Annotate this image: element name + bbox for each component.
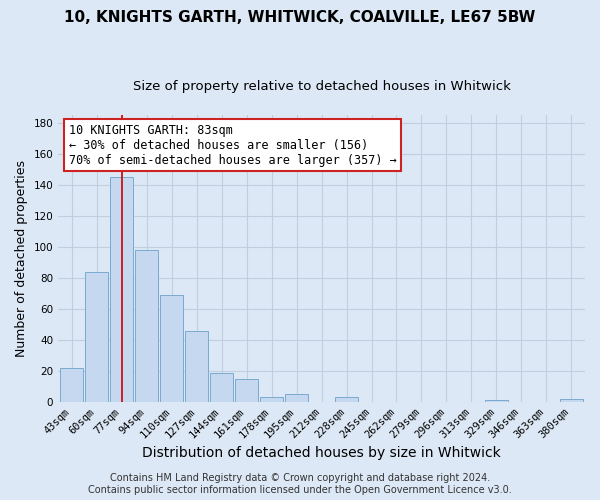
Bar <box>235 378 258 402</box>
Title: Size of property relative to detached houses in Whitwick: Size of property relative to detached ho… <box>133 80 511 93</box>
Bar <box>260 398 283 402</box>
Bar <box>61 368 83 402</box>
Bar <box>160 295 183 402</box>
Bar <box>560 399 583 402</box>
Bar <box>85 272 109 402</box>
Bar <box>136 250 158 402</box>
Y-axis label: Number of detached properties: Number of detached properties <box>15 160 28 357</box>
Text: 10, KNIGHTS GARTH, WHITWICK, COALVILLE, LE67 5BW: 10, KNIGHTS GARTH, WHITWICK, COALVILLE, … <box>64 10 536 25</box>
Bar <box>185 330 208 402</box>
Text: Contains HM Land Registry data © Crown copyright and database right 2024.
Contai: Contains HM Land Registry data © Crown c… <box>88 474 512 495</box>
Bar <box>110 177 133 402</box>
Bar <box>485 400 508 402</box>
X-axis label: Distribution of detached houses by size in Whitwick: Distribution of detached houses by size … <box>142 446 501 460</box>
Bar <box>285 394 308 402</box>
Bar <box>335 398 358 402</box>
Text: 10 KNIGHTS GARTH: 83sqm
← 30% of detached houses are smaller (156)
70% of semi-d: 10 KNIGHTS GARTH: 83sqm ← 30% of detache… <box>69 124 397 166</box>
Bar <box>210 372 233 402</box>
